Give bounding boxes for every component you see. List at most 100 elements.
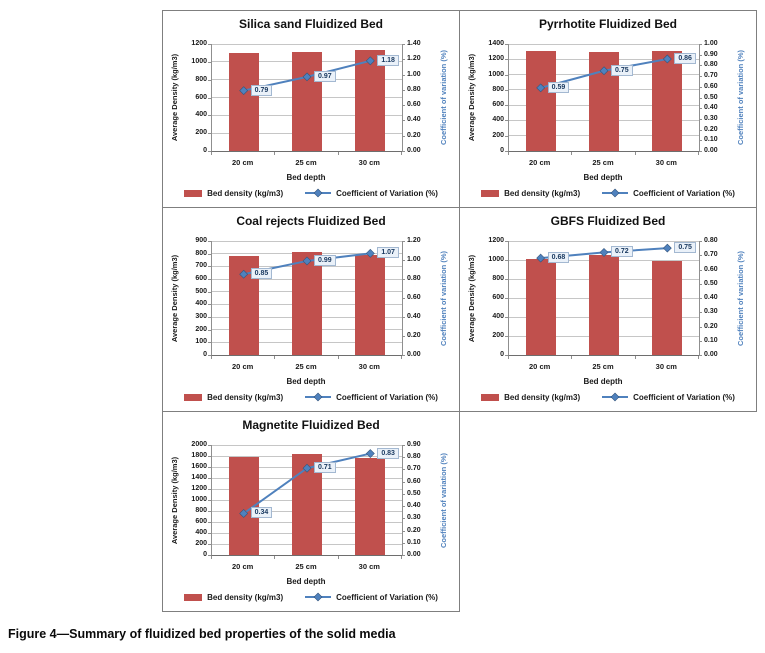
x-tick-label: 30 cm xyxy=(358,158,380,167)
x-axis-tickmark xyxy=(337,152,339,155)
right-axis-tick: 1.40 xyxy=(407,40,421,47)
right-axis-tick: 0.10 xyxy=(704,136,718,144)
right-axis-tickmark xyxy=(699,326,702,328)
right-axis-tick: 0.70 xyxy=(704,251,718,259)
legend-density-label: Bed density (kg/m3) xyxy=(207,592,284,602)
legend-density-swatch-icon xyxy=(184,393,203,401)
right-axis-title: Coefficient of variation (%) xyxy=(735,250,745,346)
right-axis-tickmark xyxy=(402,151,405,152)
legend-cov-label: Coefficient of Variation (%) xyxy=(633,392,735,402)
right-axis-title: Coefficient of variation (%) xyxy=(438,49,448,146)
left-axis-tick: 0 xyxy=(203,551,207,558)
right-axis-tick: 0.40 xyxy=(407,313,421,320)
chart-title: Magnetite Fluidized Bed xyxy=(242,418,380,432)
right-axis-tick: 1.00 xyxy=(407,70,421,78)
cov-marker xyxy=(239,509,249,518)
right-axis-tick: 0.40 xyxy=(704,104,718,112)
legend-cov-marker-icon xyxy=(602,392,629,402)
figure-grid: Silica sand Fluidized Bed 0.79 0.97 1.18 0 20… xyxy=(162,10,757,612)
left-axis-tick: 800 xyxy=(195,507,207,514)
right-axis-title: Coefficient of variation (%) xyxy=(735,49,745,146)
right-axis-tick: 0.00 xyxy=(407,147,421,154)
cov-marker xyxy=(365,56,375,66)
cov-line-svg xyxy=(536,243,672,263)
legend-density-swatch-icon xyxy=(481,393,500,401)
right-axis-tick: 1.00 xyxy=(407,256,421,263)
left-axis-tick: 1000 xyxy=(191,57,207,65)
left-axis-tickmark xyxy=(505,336,508,337)
right-axis-tick: 0.40 xyxy=(407,116,421,124)
left-axis-tick: 1400 xyxy=(488,40,504,47)
left-axis-tickmark xyxy=(208,511,211,512)
right-axis-tick: 0.20 xyxy=(407,131,421,139)
left-axis-tickmark xyxy=(505,74,508,76)
right-axis-title-wrap: Coefficient of variation (%) xyxy=(435,241,451,355)
x-axis-tickmark xyxy=(698,152,699,155)
left-axis-tickmark xyxy=(505,44,508,45)
legend-density-swatch-icon xyxy=(184,189,203,197)
x-tick-label: 20 cm xyxy=(232,562,254,571)
density-bar xyxy=(652,261,683,355)
density-bar xyxy=(355,458,386,555)
right-axis-tick: 0.80 xyxy=(407,275,421,282)
density-bar xyxy=(652,51,683,151)
left-axis-tick: 1400 xyxy=(191,474,207,481)
plot-area: 0.85 0.99 1.07 xyxy=(211,240,403,356)
right-axis-tick: 0.60 xyxy=(407,294,421,301)
left-axis-tick: 0 xyxy=(203,351,207,358)
left-axis-tick: 1600 xyxy=(191,463,207,470)
left-axis-tick: 600 xyxy=(195,275,207,282)
left-axis-tickmark xyxy=(505,120,508,122)
left-axis-tickmark xyxy=(208,79,211,81)
right-axis-tickmark xyxy=(699,312,702,314)
right-axis-tick: 0.20 xyxy=(704,322,718,330)
left-axis-tickmark xyxy=(208,478,211,479)
right-axis-tickmark xyxy=(699,241,702,242)
left-axis-tickmark xyxy=(208,317,211,318)
gridline xyxy=(212,43,402,45)
right-axis-tickmark xyxy=(402,260,405,261)
legend-density-label: Bed density (kg/m3) xyxy=(504,188,581,198)
left-axis-tick: 1200 xyxy=(191,40,207,47)
right-axis-tickmark xyxy=(699,129,702,131)
cov-marker xyxy=(239,269,249,279)
chart-title: Silica sand Fluidized Bed xyxy=(238,17,384,31)
left-axis-tick: 1800 xyxy=(191,452,207,459)
left-axis-tickmark xyxy=(208,555,211,556)
x-axis-tickmark xyxy=(634,152,636,155)
legend-cov-marker-icon xyxy=(305,188,332,198)
right-axis-tickmark xyxy=(699,151,702,152)
legend: Bed density (kg/m3) Coefficient of Variat… xyxy=(163,392,459,402)
right-axis-tickmark xyxy=(699,283,702,285)
x-tick-label: 30 cm xyxy=(358,562,380,571)
x-axis-tickmark xyxy=(211,152,212,155)
chart-cell-coal-rejects-fluidized-bed: Coal rejects Fluidized Bed 0.85 0.99 1.07 0 1… xyxy=(162,207,460,412)
x-axis-title: Bed depth xyxy=(286,577,326,586)
right-axis-tickmark xyxy=(402,241,405,242)
left-axis-tick: 2000 xyxy=(191,441,207,448)
cov-marker xyxy=(662,243,672,253)
legend: Bed density (kg/m3) Coefficient of Variat… xyxy=(460,392,756,402)
left-axis-tickmark xyxy=(208,291,211,293)
left-axis-tickmark xyxy=(505,298,508,299)
left-axis-title-wrap: Average Density (kg/m3) xyxy=(167,445,183,555)
chart-cell-silica-sand-fluidized-bed: Silica sand Fluidized Bed 0.79 0.97 1.18 0 20… xyxy=(162,10,460,208)
left-axis-tick: 1000 xyxy=(488,256,504,263)
density-bar xyxy=(292,52,322,151)
right-axis-title-wrap: Coefficient of variation (%) xyxy=(435,445,451,555)
left-axis-title-wrap: Average Density (kg/m3) xyxy=(464,44,480,151)
left-axis-tick: 0 xyxy=(203,147,207,154)
left-axis-tickmark xyxy=(208,115,211,117)
x-axis-tickmark xyxy=(211,356,212,359)
left-axis-tickmark xyxy=(505,151,508,152)
right-axis-tickmark xyxy=(699,44,702,45)
left-axis-tickmark xyxy=(208,266,211,268)
density-bar xyxy=(355,50,386,151)
right-axis-tick: 0.80 xyxy=(407,85,421,93)
left-axis-tick: 200 xyxy=(195,129,207,137)
right-axis-tickmark xyxy=(699,118,702,120)
left-axis-tick: 0 xyxy=(500,351,504,358)
left-axis-tick: 200 xyxy=(492,131,504,139)
right-axis-tickmark xyxy=(699,340,702,342)
x-tick-label: 20 cm xyxy=(529,158,551,167)
